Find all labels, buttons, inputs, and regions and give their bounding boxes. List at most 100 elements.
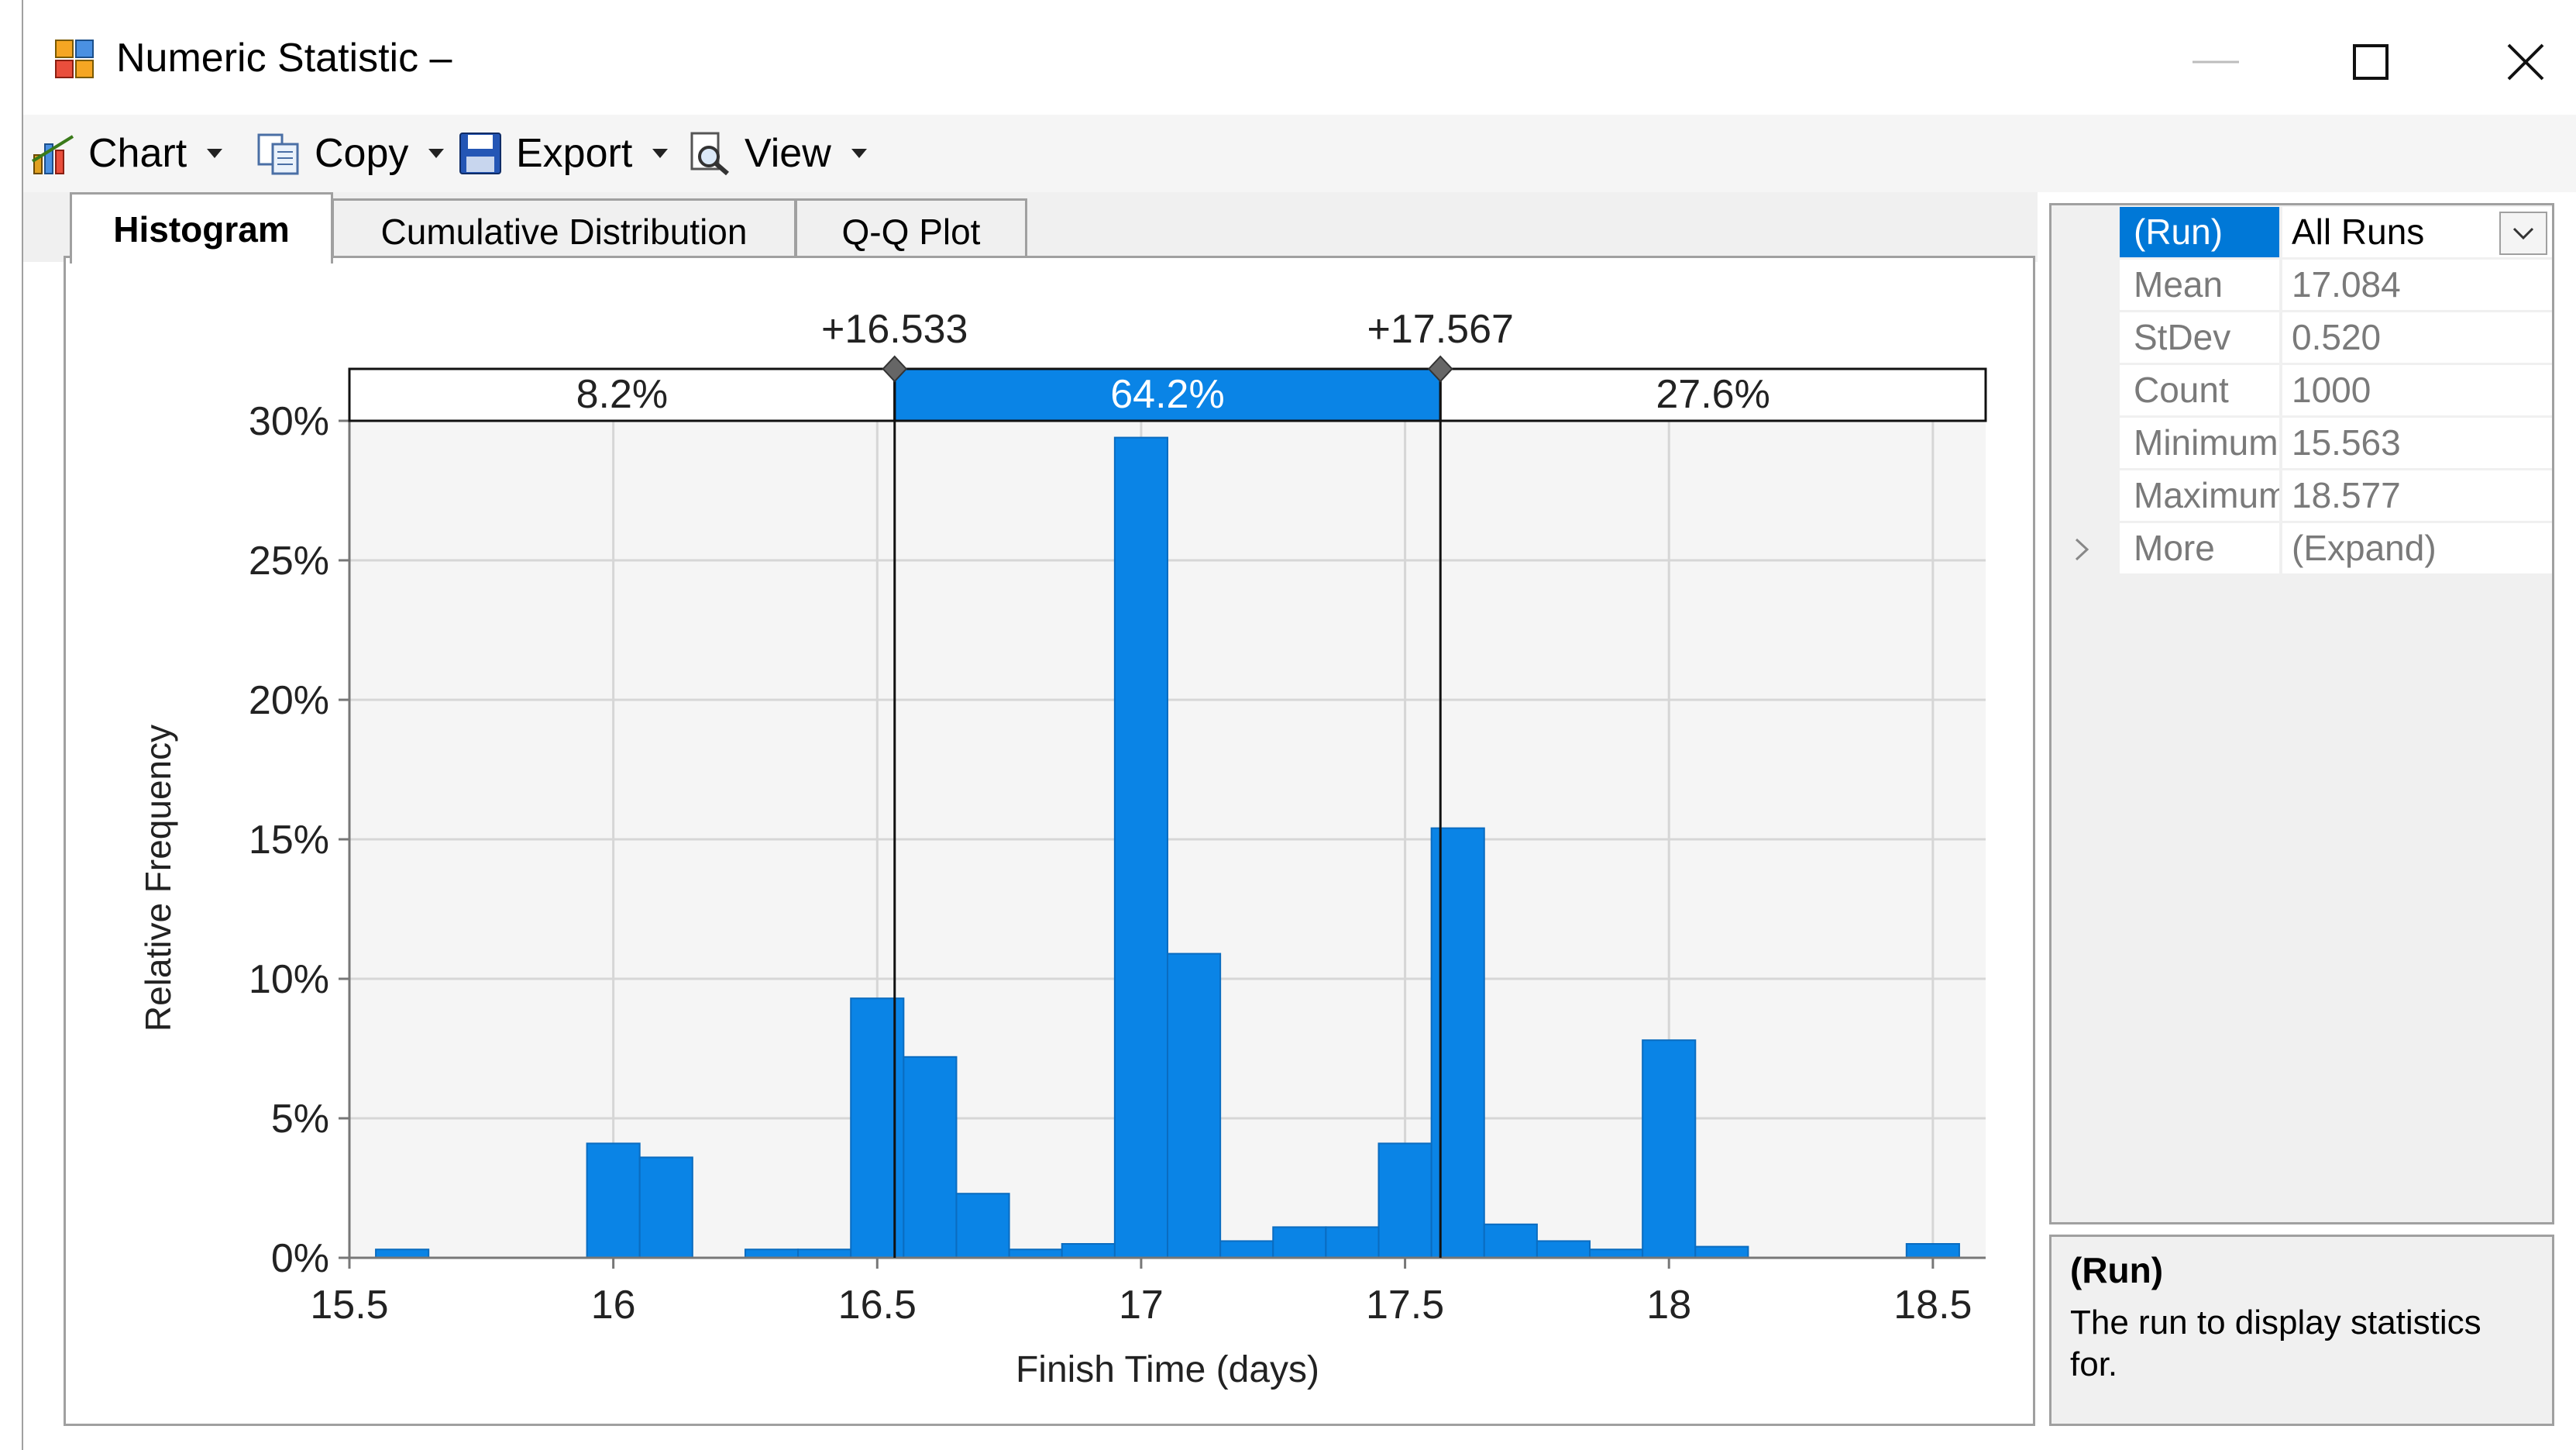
x-tick-label: 18.5 xyxy=(1893,1283,1972,1328)
property-row-more[interactable]: More (Expand) xyxy=(2053,523,2552,575)
y-tick-label: 30% xyxy=(249,399,329,444)
chart-label: Chart xyxy=(88,131,187,176)
histogram-bar xyxy=(1905,1243,1960,1259)
x-tick-label: 16.5 xyxy=(838,1283,917,1328)
histogram-bar xyxy=(797,1249,852,1259)
percentile-marker-handle xyxy=(882,355,908,383)
x-axis-label: Finish Time (days) xyxy=(1016,1349,1319,1390)
property-value: 18.577 xyxy=(2282,470,2552,521)
property-description-panel: (Run) The run to display statistics for. xyxy=(2049,1235,2554,1426)
y-tick-label: 5% xyxy=(271,1097,329,1142)
y-tick-label: 10% xyxy=(249,957,329,1002)
run-dropdown-button[interactable] xyxy=(2499,212,2547,255)
histogram-bar xyxy=(1694,1245,1749,1259)
histogram-bar xyxy=(1536,1240,1591,1259)
property-name: Maximum xyxy=(2120,470,2279,521)
tab-histogram[interactable]: Histogram xyxy=(70,192,333,263)
y-axis-label: Relative Frequency xyxy=(138,725,178,1032)
x-tick-label: 17.5 xyxy=(1366,1283,1444,1328)
window-frame xyxy=(22,0,2576,1450)
percentile-region-label: 8.2% xyxy=(576,372,669,417)
property-value: (Expand) xyxy=(2282,523,2552,573)
property-value: 0.520 xyxy=(2282,312,2552,363)
description-text: The run to display statistics for. xyxy=(2070,1304,2481,1383)
property-row-mean[interactable]: Mean 17.084 xyxy=(2053,260,2552,312)
histogram-chart-panel: 15.5 16 16.5 17 17.5 18 18.5 0% 5% 10% 15% 20% 25% 30… xyxy=(64,256,2035,1426)
view-menu-button[interactable]: View xyxy=(686,122,867,184)
y-tick-label: 20% xyxy=(249,678,329,723)
histogram-bar xyxy=(744,1249,800,1259)
property-value: 17.084 xyxy=(2282,260,2552,310)
property-grid: (Run) All Runs Mean 17.084 StDev 0.520 C… xyxy=(2049,203,2554,1224)
minimize-button[interactable] xyxy=(2138,15,2293,108)
close-icon xyxy=(2507,43,2544,81)
chevron-down-icon xyxy=(652,149,669,158)
maximize-icon xyxy=(2353,44,2389,80)
histogram-bar xyxy=(1589,1249,1644,1259)
histogram-bar xyxy=(1219,1240,1274,1259)
y-tick-label: 0% xyxy=(271,1236,329,1281)
export-label: Export xyxy=(516,131,633,176)
property-name: Minimum xyxy=(2120,418,2279,468)
percentile-region-label: 27.6% xyxy=(1656,372,1769,417)
histogram-bar xyxy=(375,1249,430,1259)
statistic-app-icon xyxy=(54,39,96,81)
close-button[interactable] xyxy=(2448,15,2576,108)
chevron-down-icon xyxy=(428,149,445,158)
percentile-region xyxy=(893,367,1442,422)
histogram-bar xyxy=(1167,952,1222,1259)
chart-icon xyxy=(31,135,74,174)
x-tick-label: 17 xyxy=(1119,1283,1164,1328)
x-tick-label: 16 xyxy=(591,1283,636,1328)
histogram-bar xyxy=(1061,1243,1116,1259)
export-menu-button[interactable]: Export xyxy=(457,122,669,184)
property-row-minimum[interactable]: Minimum 15.563 xyxy=(2053,418,2552,470)
histogram-bar xyxy=(1377,1142,1432,1259)
histogram-bar xyxy=(1008,1249,1063,1259)
view-label: View xyxy=(745,131,831,176)
histogram-bar xyxy=(1642,1039,1697,1259)
property-row-run[interactable]: (Run) All Runs xyxy=(2053,207,2552,259)
histogram-bar xyxy=(586,1142,641,1259)
copy-icon xyxy=(257,133,299,175)
toolbar: Chart Copy Export View xyxy=(23,115,2576,192)
histogram-bar xyxy=(955,1193,1010,1259)
property-row-stdev[interactable]: StDev 0.520 xyxy=(2053,312,2552,364)
copy-menu-button[interactable]: Copy xyxy=(256,122,445,184)
description-title: (Run) xyxy=(2070,1250,2164,1290)
percentile-marker-handle xyxy=(1427,355,1453,383)
minimize-icon xyxy=(2193,60,2239,64)
print-preview-icon xyxy=(690,132,729,176)
histogram-bar xyxy=(1113,436,1169,1259)
percentile-marker-label: +17.567 xyxy=(1367,307,1514,352)
property-row-maximum[interactable]: Maximum 18.577 xyxy=(2053,470,2552,522)
property-name: StDev xyxy=(2120,312,2279,363)
histogram-bar xyxy=(1325,1226,1380,1259)
maximize-button[interactable] xyxy=(2293,15,2448,108)
histogram-bar xyxy=(903,1056,958,1259)
tab-cumulative-distribution[interactable]: Cumulative Distribution xyxy=(332,198,796,262)
histogram-bar xyxy=(1272,1226,1327,1259)
property-name: More xyxy=(2120,523,2279,573)
percentile-region xyxy=(348,367,896,422)
histogram-chart: 15.5 16 16.5 17 17.5 18 18.5 0% 5% 10% 15% 20% 25% 30… xyxy=(138,307,1987,1390)
chevron-down-icon xyxy=(207,149,223,158)
copy-label: Copy xyxy=(315,131,409,176)
percentile-region-label: 64.2% xyxy=(1110,372,1224,417)
percentile-marker-label: +16.533 xyxy=(821,307,968,352)
property-row-count[interactable]: Count 1000 xyxy=(2053,365,2552,417)
y-tick-label: 15% xyxy=(249,818,329,863)
chevron-right-icon[interactable] xyxy=(2073,537,2092,562)
chevron-down-icon xyxy=(851,149,867,158)
window-title: Numeric Statistic – xyxy=(116,36,452,81)
chevron-down-icon xyxy=(2512,227,2534,240)
tab-qq-plot[interactable]: Q-Q Plot xyxy=(795,198,1027,262)
chart-menu-button[interactable]: Chart xyxy=(29,122,223,184)
property-value: 15.563 xyxy=(2282,418,2552,468)
histogram-bar xyxy=(638,1156,693,1259)
x-tick-label: 18 xyxy=(1646,1283,1691,1328)
property-name: Mean xyxy=(2120,260,2279,310)
tab-strip: Histogram Cumulative Distribution Q-Q Pl… xyxy=(23,192,2038,263)
property-value: 1000 xyxy=(2282,365,2552,415)
save-disk-icon xyxy=(459,133,501,174)
